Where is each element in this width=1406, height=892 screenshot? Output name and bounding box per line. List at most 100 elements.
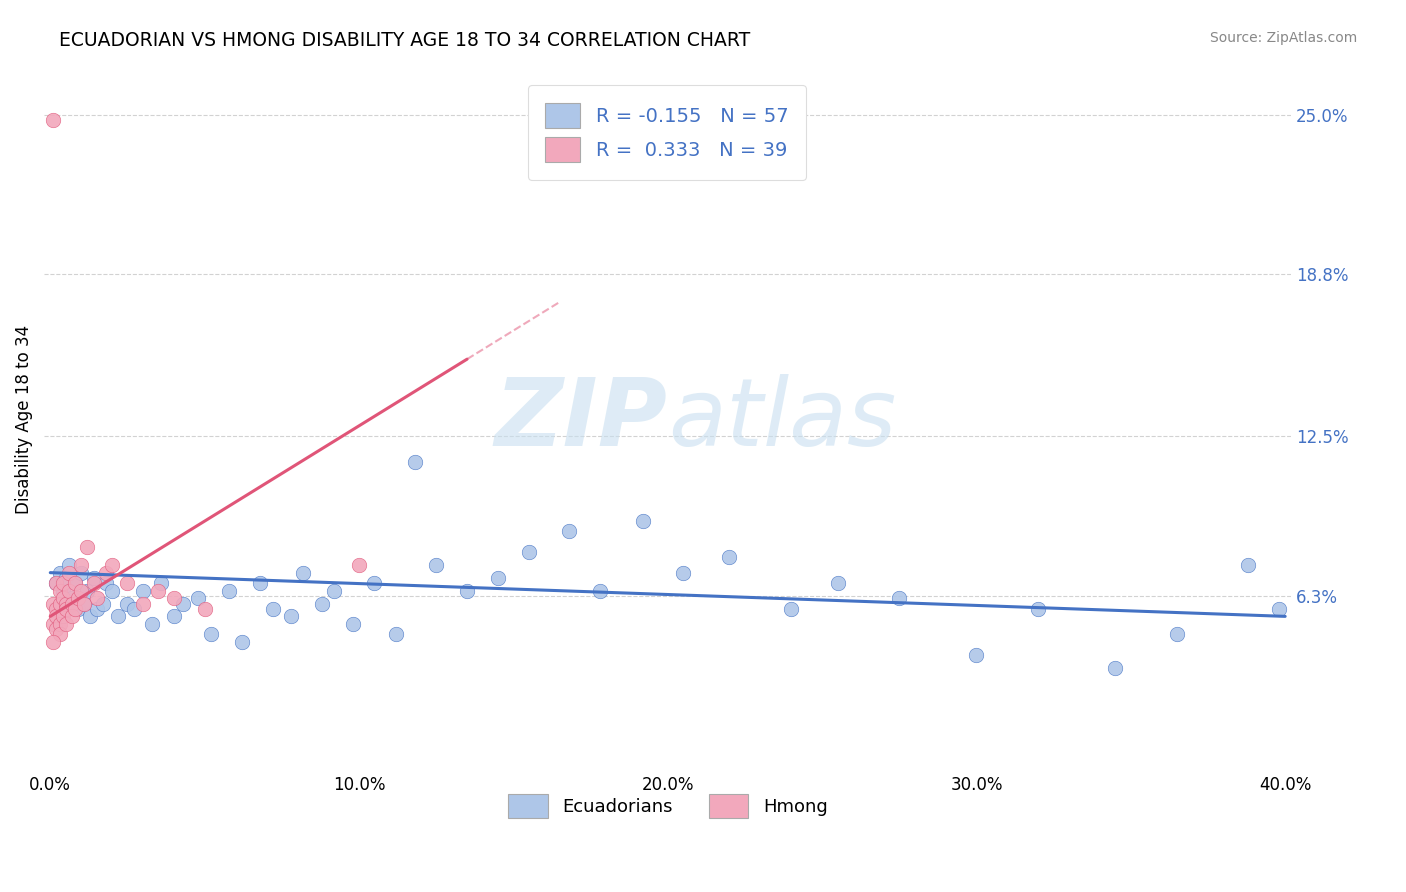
Point	[311, 597, 333, 611]
Point	[45, 609, 67, 624]
Point	[672, 566, 695, 580]
Point	[83, 571, 105, 585]
Point	[107, 609, 129, 624]
Point	[827, 576, 849, 591]
Point	[73, 597, 96, 611]
Point	[70, 566, 93, 580]
Point	[292, 566, 315, 580]
Point	[86, 591, 108, 606]
Point	[60, 591, 83, 606]
Point	[73, 597, 96, 611]
Point	[42, 635, 65, 649]
Point	[94, 566, 117, 580]
Point	[486, 571, 509, 585]
Point	[1026, 601, 1049, 615]
Point	[63, 601, 86, 615]
Point	[55, 571, 77, 585]
Point	[517, 545, 540, 559]
Point	[63, 576, 86, 591]
Point	[889, 591, 911, 606]
Point	[323, 583, 346, 598]
Point	[163, 591, 186, 606]
Point	[52, 576, 75, 591]
Point	[42, 112, 65, 127]
Point	[55, 617, 77, 632]
Point	[48, 583, 70, 598]
Point	[58, 566, 80, 580]
Point	[965, 648, 987, 662]
Point	[218, 583, 240, 598]
Point	[55, 597, 77, 611]
Point	[86, 601, 108, 615]
Point	[76, 583, 98, 598]
Point	[55, 601, 77, 615]
Point	[58, 558, 80, 572]
Point	[141, 617, 163, 632]
Point	[63, 576, 86, 591]
Text: ZIP: ZIP	[495, 374, 668, 466]
Point	[48, 597, 70, 611]
Point	[67, 601, 90, 615]
Point	[101, 583, 124, 598]
Point	[94, 576, 117, 591]
Point	[45, 622, 67, 636]
Point	[163, 609, 186, 624]
Point	[91, 597, 114, 611]
Point	[249, 576, 271, 591]
Point	[76, 540, 98, 554]
Point	[342, 617, 364, 632]
Point	[363, 576, 385, 591]
Point	[52, 591, 75, 606]
Point	[45, 576, 67, 591]
Point	[558, 524, 581, 539]
Point	[1268, 601, 1291, 615]
Point	[132, 597, 155, 611]
Point	[70, 558, 93, 572]
Point	[347, 558, 370, 572]
Point	[42, 617, 65, 632]
Point	[231, 635, 253, 649]
Point	[79, 609, 101, 624]
Point	[42, 597, 65, 611]
Point	[132, 583, 155, 598]
Text: ECUADORIAN VS HMONG DISABILITY AGE 18 TO 34 CORRELATION CHART: ECUADORIAN VS HMONG DISABILITY AGE 18 TO…	[59, 31, 751, 50]
Point	[52, 583, 75, 598]
Point	[404, 455, 426, 469]
Point	[589, 583, 612, 598]
Point	[172, 597, 194, 611]
Point	[1237, 558, 1260, 572]
Point	[385, 627, 408, 641]
Point	[280, 609, 302, 624]
Point	[45, 601, 67, 615]
Point	[101, 558, 124, 572]
Point	[52, 609, 75, 624]
Legend: Ecuadorians, Hmong: Ecuadorians, Hmong	[501, 788, 835, 825]
Point	[60, 609, 83, 624]
Y-axis label: Disability Age 18 to 34: Disability Age 18 to 34	[15, 325, 32, 514]
Point	[1104, 661, 1126, 675]
Point	[148, 583, 170, 598]
Point	[48, 627, 70, 641]
Point	[58, 583, 80, 598]
Point	[200, 627, 222, 641]
Point	[117, 576, 139, 591]
Point	[187, 591, 209, 606]
Point	[456, 583, 478, 598]
Point	[718, 550, 741, 565]
Text: Source: ZipAtlas.com: Source: ZipAtlas.com	[1209, 31, 1357, 45]
Point	[45, 576, 67, 591]
Text: atlas: atlas	[668, 374, 896, 465]
Point	[1166, 627, 1188, 641]
Point	[194, 601, 217, 615]
Point	[117, 597, 139, 611]
Point	[67, 591, 90, 606]
Point	[631, 514, 654, 528]
Point	[150, 576, 173, 591]
Point	[425, 558, 447, 572]
Point	[70, 583, 93, 598]
Point	[262, 601, 284, 615]
Point	[122, 601, 145, 615]
Point	[48, 566, 70, 580]
Point	[83, 576, 105, 591]
Point	[780, 601, 803, 615]
